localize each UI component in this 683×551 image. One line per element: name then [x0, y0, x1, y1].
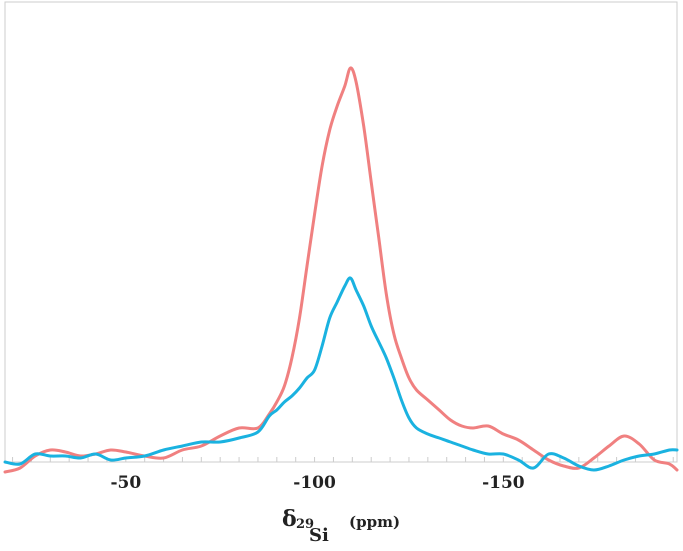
- series-layer: [3, 66, 679, 474]
- x-tick-label: -100: [293, 473, 336, 493]
- x-axis-label-subscript-element: Si: [309, 525, 329, 546]
- x-tick-labels: -50 -100 -150: [110, 473, 524, 493]
- x-axis-label-unit: (ppm): [349, 513, 400, 531]
- x-tick-label: -50: [110, 473, 141, 493]
- x-axis-label: δ 29 Si (ppm): [282, 506, 400, 546]
- series-line-red: [3, 66, 679, 474]
- x-axis-label-symbol: δ: [282, 506, 297, 532]
- plot-frame: [4, 1, 678, 463]
- x-axis-label-subscript-number: 29: [296, 517, 314, 532]
- minor-ticks: [12, 457, 674, 462]
- x-tick-label: -150: [482, 473, 525, 493]
- series-line-blue: [3, 276, 679, 472]
